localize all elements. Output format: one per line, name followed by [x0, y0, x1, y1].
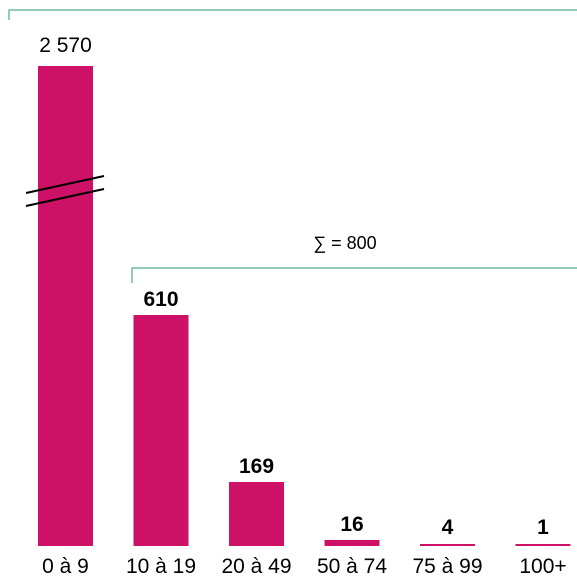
value-label-1: 610	[143, 288, 178, 311]
bar-0	[38, 66, 93, 546]
bar-5	[515, 544, 571, 546]
category-label-5: 100+	[519, 555, 566, 578]
value-labels-layer: 2 570 610 169 16 4 1	[39, 34, 549, 539]
top-bracket	[8, 9, 577, 20]
value-label-3: 16	[340, 513, 363, 536]
bar-1	[133, 315, 189, 546]
value-label-0: 2 570	[39, 34, 92, 57]
category-label-4: 75 à 99	[412, 555, 482, 578]
bars-layer	[38, 66, 571, 546]
sum-bracket	[131, 267, 577, 283]
value-label-5: 1	[537, 516, 549, 539]
category-label-0: 0 à 9	[42, 555, 89, 578]
bar-4	[420, 544, 475, 546]
bar-2	[229, 482, 284, 546]
bar-3	[324, 539, 380, 546]
category-label-1: 10 à 19	[126, 555, 196, 578]
category-label-2: 20 à 49	[221, 555, 291, 578]
value-label-4: 4	[442, 516, 454, 539]
axis-break-mark	[25, 175, 105, 207]
category-label-3: 50 à 74	[317, 555, 387, 578]
value-label-2: 169	[239, 455, 274, 478]
sum-annotation: ∑ = 800	[313, 233, 376, 253]
category-labels-layer: 0 à 9 10 à 19 20 à 49 50 à 74 75 à 99 100+	[42, 555, 567, 578]
